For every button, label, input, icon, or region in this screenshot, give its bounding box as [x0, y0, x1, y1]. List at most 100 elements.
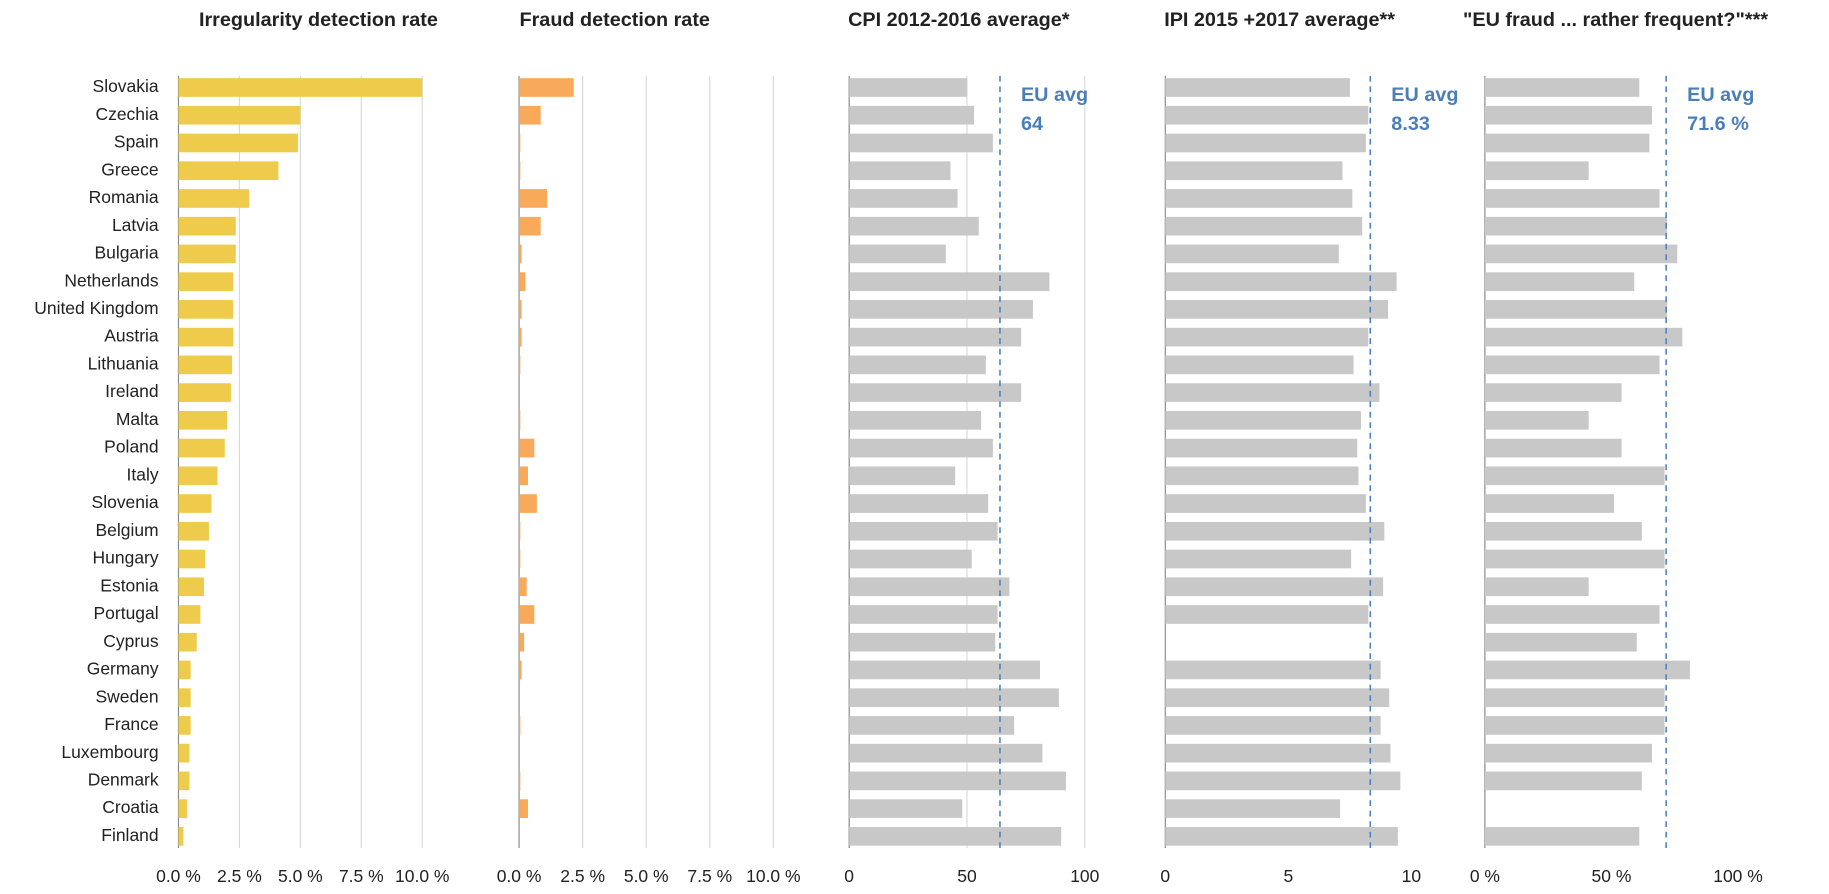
bar	[519, 300, 522, 319]
bar	[1484, 133, 1650, 153]
bar	[519, 272, 526, 291]
bar	[519, 716, 521, 735]
bar	[178, 355, 233, 375]
bar	[1165, 799, 1341, 818]
bar	[178, 660, 191, 680]
category-label: Belgium	[95, 520, 158, 540]
bar	[1165, 605, 1369, 624]
bar	[1484, 521, 1642, 541]
reference-value: 64	[1021, 113, 1043, 135]
x-tick-label: 0	[844, 866, 854, 886]
bar	[519, 577, 527, 597]
bar	[178, 272, 234, 291]
bar	[1484, 161, 1589, 181]
category-label: Estonia	[100, 575, 159, 595]
bar	[1484, 105, 1652, 125]
bar	[1165, 716, 1381, 735]
bar	[519, 244, 522, 264]
bar	[1484, 549, 1665, 569]
bar	[1484, 383, 1622, 402]
bar	[519, 105, 541, 125]
bar	[519, 771, 521, 791]
category-label: Luxembourg	[61, 742, 158, 762]
bar	[1484, 244, 1678, 264]
bar	[849, 716, 1015, 735]
bar	[519, 660, 522, 680]
bar	[849, 688, 1059, 708]
x-tick-label: 0.0 %	[156, 866, 201, 886]
bar	[849, 577, 1010, 597]
bar	[1484, 189, 1660, 208]
reference-label: EU avg	[1687, 84, 1754, 106]
bar	[849, 605, 998, 624]
bar	[519, 133, 521, 153]
bar	[849, 743, 1043, 763]
category-label: Croatia	[102, 797, 159, 817]
bar	[519, 466, 528, 486]
bar	[178, 743, 190, 763]
category-label: Bulgaria	[94, 243, 158, 263]
x-tick-label: 0 %	[1470, 866, 1500, 886]
x-tick-label: 100 %	[1713, 866, 1763, 886]
bar	[849, 438, 993, 458]
bar	[519, 494, 537, 513]
category-label: Hungary	[93, 548, 159, 568]
bar	[1484, 300, 1668, 319]
category-label: Netherlands	[64, 270, 159, 290]
bar	[849, 105, 975, 125]
bar	[849, 827, 1062, 846]
bar	[1484, 410, 1589, 430]
bar	[849, 355, 986, 375]
bar	[849, 189, 958, 208]
bar	[1165, 771, 1401, 791]
bar	[1165, 327, 1369, 347]
x-tick-label: 5.0 %	[278, 866, 323, 886]
bar	[1165, 438, 1358, 458]
bar	[849, 410, 982, 430]
category-label: Sweden	[95, 686, 158, 706]
bar	[178, 466, 218, 486]
bar	[178, 605, 201, 624]
bar	[849, 244, 946, 264]
bar	[1165, 688, 1390, 708]
bar	[849, 161, 951, 181]
bar	[178, 78, 423, 97]
bar	[1484, 632, 1637, 652]
panel-title: CPI 2012-2016 average*	[848, 9, 1070, 31]
bar	[178, 716, 191, 735]
bar	[849, 521, 998, 541]
bar	[178, 799, 188, 818]
category-label: Portugal	[94, 603, 159, 623]
bar	[519, 605, 535, 624]
bar	[178, 133, 298, 153]
category-label: Ireland	[105, 381, 158, 401]
bar	[178, 161, 279, 181]
x-tick-label: 0	[1160, 866, 1170, 886]
bar	[849, 300, 1033, 319]
bar	[178, 410, 228, 430]
bar	[178, 300, 234, 319]
x-tick-label: 5.0 %	[624, 866, 669, 886]
category-label: Cyprus	[103, 631, 159, 651]
bar	[1165, 78, 1350, 97]
x-tick-label: 100	[1070, 866, 1099, 886]
category-label: Romania	[89, 187, 159, 207]
bar	[849, 133, 993, 153]
panel-title: Fraud detection rate	[519, 9, 709, 31]
bar	[1484, 466, 1665, 486]
reference-value: 8.33	[1391, 113, 1430, 135]
bar	[1165, 272, 1397, 291]
bar	[178, 577, 205, 597]
category-label: Italy	[127, 464, 159, 484]
x-tick-label: 50 %	[1592, 866, 1632, 886]
x-tick-label: 7.5 %	[339, 866, 384, 886]
category-label: France	[104, 714, 158, 734]
bar	[178, 771, 190, 791]
bar	[1484, 771, 1642, 791]
bar	[178, 189, 250, 208]
bar	[849, 383, 1022, 402]
bar	[178, 521, 209, 541]
bar	[519, 799, 528, 818]
bar	[178, 494, 212, 513]
bar	[1484, 688, 1665, 708]
